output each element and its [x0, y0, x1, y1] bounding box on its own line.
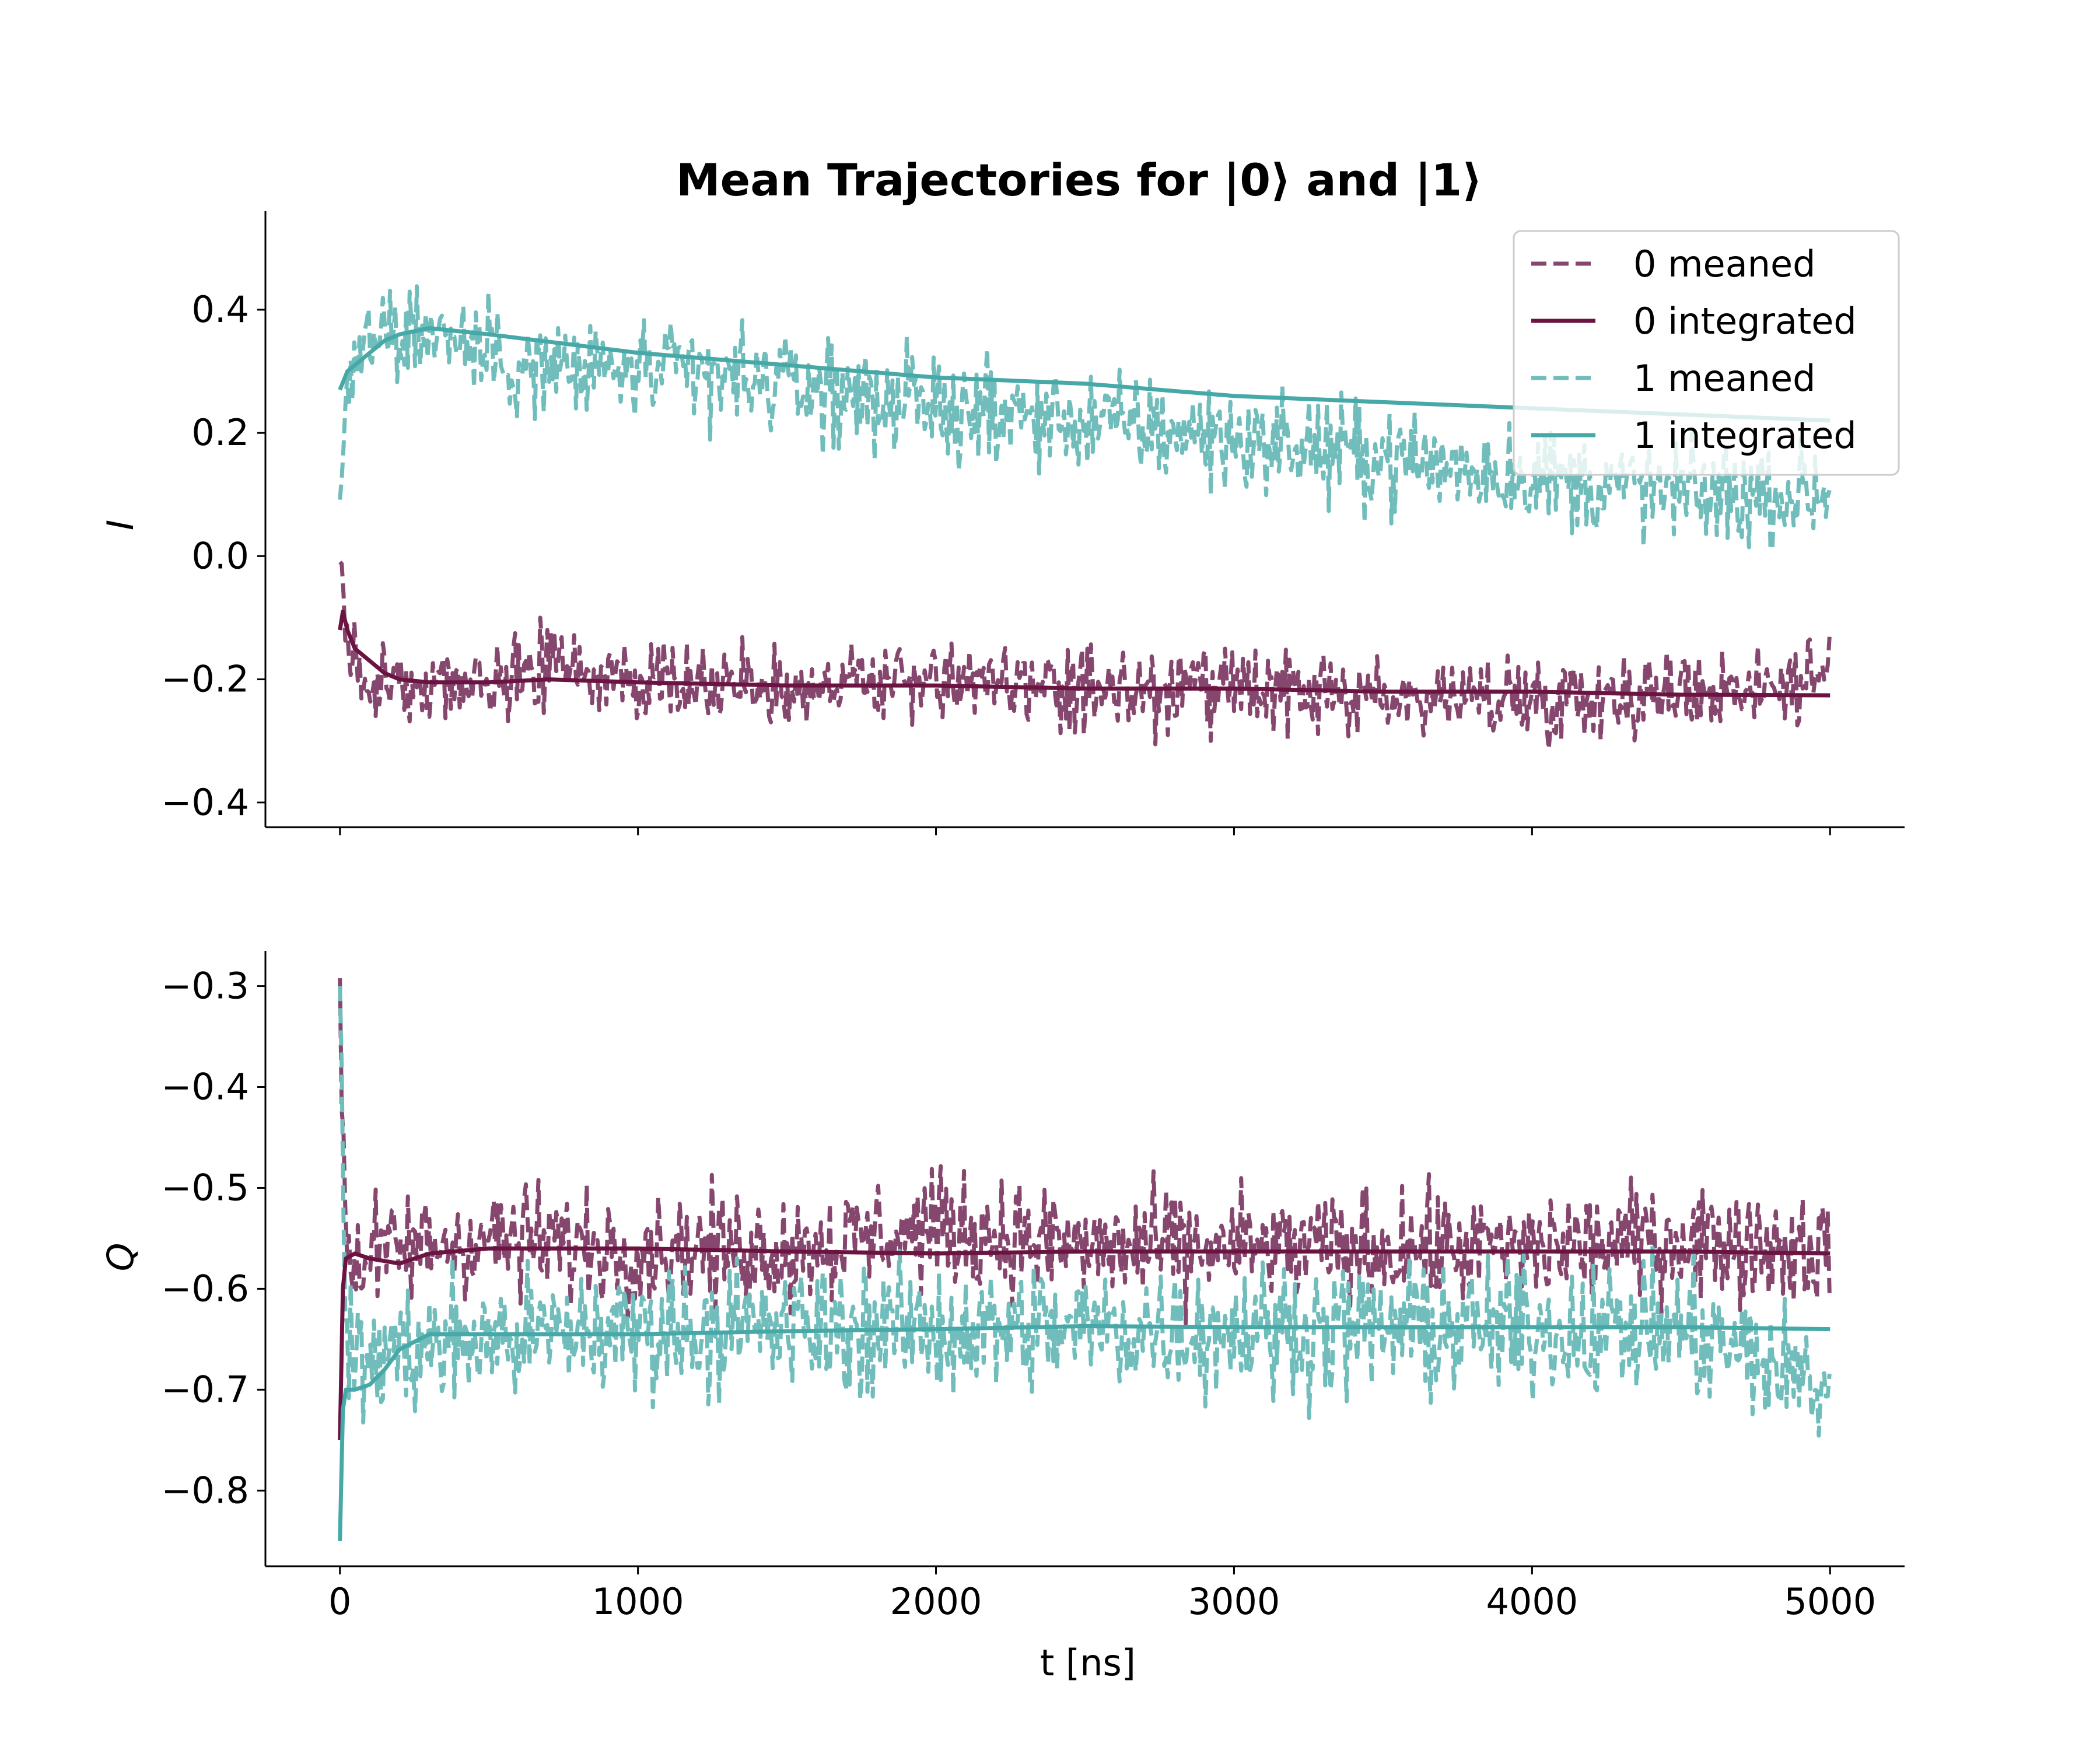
y-tick-label-i: 0.2	[191, 411, 249, 454]
chart-title: Mean Trajectories for |0⟩ and |1⟩	[676, 154, 1482, 206]
x-axis-label: t [ns]	[1040, 1642, 1136, 1684]
legend: 0 meaned 0 integrated 1 meaned 1 integrated	[1513, 230, 1900, 476]
series-0-integrated-i	[338, 609, 1831, 698]
legend-label: 1 integrated	[1633, 414, 1857, 457]
y-tick-label-q: −0.4	[161, 1065, 249, 1108]
legend-label: 1 meaned	[1633, 357, 1815, 400]
series-0-integrated-q	[338, 1246, 1831, 1440]
y-axis-label-i: I	[99, 520, 142, 530]
series-1-integrated-q	[338, 1324, 1831, 1541]
series-1-integrated-i	[338, 326, 1831, 423]
x-tick-label: 0	[328, 1580, 351, 1623]
y-tick-label-i: −0.2	[161, 658, 249, 701]
series-1-meaned-i	[338, 284, 1832, 552]
y-tick-label-q: −0.5	[161, 1166, 249, 1209]
x-tick-label: 1000	[592, 1580, 684, 1623]
y-tick-label-q: −0.6	[161, 1267, 249, 1310]
y-tick-label-i: 0.4	[191, 288, 249, 331]
series-0-meaned-q	[338, 978, 1832, 1326]
x-tick-label: 4000	[1486, 1580, 1578, 1623]
x-tick-label: 5000	[1784, 1580, 1876, 1623]
y-tick-label-q: −0.8	[161, 1469, 249, 1511]
series-lines-q	[338, 978, 1832, 1541]
x-tick-label: 2000	[890, 1580, 982, 1623]
y-tick-label-q: −0.3	[161, 965, 249, 1007]
series-1-meaned-q	[338, 986, 1832, 1438]
y-tick-label-q: −0.7	[161, 1368, 249, 1410]
panel-q: −0.3 −0.4 −0.5 −0.6 −0.7 −0.8 0 1000 2000 3000 400…	[99, 951, 1905, 1623]
axes-i: 0.4 0.2 0.0 −0.2 −0.4	[161, 211, 1905, 835]
legend-frame	[1513, 230, 1900, 476]
legend-label: 0 integrated	[1633, 300, 1857, 342]
y-tick-label-i: −0.4	[161, 781, 249, 824]
axes-q: −0.3 −0.4 −0.5 −0.6 −0.7 −0.8 0 1000 2000 3000 400…	[161, 951, 1905, 1623]
series-0-meaned-i	[338, 560, 1832, 752]
series-lines-i	[338, 284, 1832, 752]
y-axis-label-q: Q	[99, 1243, 142, 1272]
panel-i: 0.4 0.2 0.0 −0.2 −0.4 I	[99, 211, 1905, 835]
legend-label: 0 meaned	[1633, 243, 1815, 285]
y-tick-label-i: 0.0	[191, 534, 249, 577]
x-tick-label: 3000	[1188, 1580, 1280, 1623]
legend-entries: 0 meaned 0 integrated 1 meaned 1 integrated	[1531, 243, 1857, 457]
